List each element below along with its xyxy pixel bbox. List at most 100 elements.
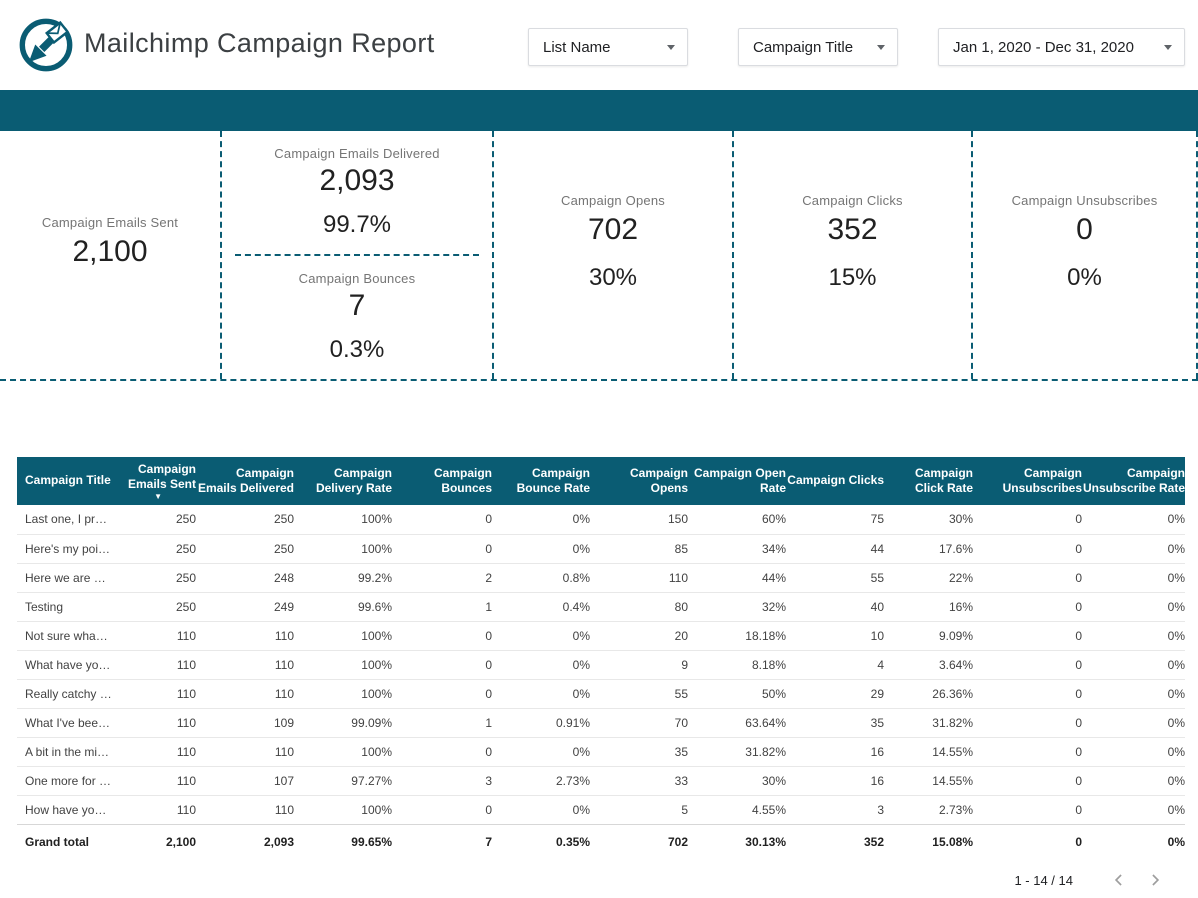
unsubscribe-rate-cell: 0% — [1082, 766, 1185, 796]
clicks-cell: 16 — [786, 766, 884, 796]
emails-delivered-cell: 250 — [196, 534, 294, 564]
campaign-title-filter-dropdown[interactable]: Campaign Title — [738, 28, 898, 66]
column-header-bounce-rate[interactable]: Campaign Bounce Rate — [492, 457, 590, 505]
scorecard-emails-sent: Campaign Emails Sent 2,100 — [0, 131, 222, 379]
table-row[interactable]: What I've bee… 110 109 99.09% 1 0.91% 70… — [17, 708, 1185, 738]
delivery-rate-cell: 100% — [294, 737, 392, 767]
delivery-rate-cell: 99.2% — [294, 563, 392, 593]
next-page-button[interactable] — [1143, 868, 1167, 892]
open-rate-cell: 4.55% — [688, 795, 786, 825]
chevron-down-icon — [877, 44, 885, 50]
bounces-cell: 0 — [392, 621, 492, 651]
column-header-clicks[interactable]: Campaign Clicks — [786, 457, 884, 505]
bounce-rate-cell: 0% — [492, 534, 590, 564]
campaign-table-section: Campaign Title Campaign Emails Sent ▼ Cam… — [17, 457, 1185, 898]
scorecard-label: Campaign Bounces — [298, 271, 416, 286]
click-rate-cell: 22% — [884, 563, 973, 593]
unsubscribes-cell: 0 — [973, 621, 1082, 651]
list-name-filter-dropdown[interactable]: List Name — [528, 28, 688, 66]
bounces-cell: 1 — [392, 592, 492, 622]
scorecard-value: 352 — [827, 212, 878, 246]
emails-delivered-cell: 110 — [196, 621, 294, 651]
column-header-emails-delivered[interactable]: Campaign Emails Delivered — [196, 457, 294, 505]
clicks-cell: 75 — [786, 505, 884, 535]
chevron-left-icon — [1114, 874, 1122, 886]
table-row[interactable]: Here's my poi… 250 250 100% 0 0% 85 34% … — [17, 534, 1185, 564]
unsubscribe-rate-cell: 0% — [1082, 708, 1185, 738]
table-row[interactable]: How have yo… 110 110 100% 0 0% 5 4.55% 3… — [17, 795, 1185, 825]
click-rate-cell: 14.55% — [884, 766, 973, 796]
bounces-cell: 0 — [392, 534, 492, 564]
unsubscribes-cell: 0 — [973, 650, 1082, 680]
table-row[interactable]: What have yo… 110 110 100% 0 0% 9 8.18% … — [17, 650, 1185, 680]
bounce-rate-cell: 0% — [492, 679, 590, 709]
app-header: Mailchimp Campaign Report List Name Camp… — [0, 0, 1198, 90]
column-header-open-rate[interactable]: Campaign Open Rate — [688, 457, 786, 505]
campaign-title-cell: Testing — [17, 592, 112, 622]
unsubscribes-cell: 0 — [973, 737, 1082, 767]
bounces-cell: 3 — [392, 766, 492, 796]
table-pagination: 1 - 14 / 14 — [17, 862, 1185, 898]
clicks-cell: 35 — [786, 708, 884, 738]
unsubscribe-rate-cell: 0% — [1082, 534, 1185, 564]
opens-cell: 55 — [590, 679, 688, 709]
column-header-opens[interactable]: Campaign Opens — [590, 457, 688, 505]
table-row[interactable]: Really catchy … 110 110 100% 0 0% 55 50%… — [17, 679, 1185, 709]
campaign-title-cell: How have yo… — [17, 795, 112, 825]
emails-sent-cell: 250 — [112, 505, 196, 535]
unsubscribes-cell: 0 — [973, 505, 1082, 535]
table-row[interactable]: Last one, I pr… 250 250 100% 0 0% 150 60… — [17, 505, 1185, 535]
open-rate-cell: 8.18% — [688, 650, 786, 680]
scorecard-rate: 0% — [1067, 263, 1102, 291]
column-header-campaign-title[interactable]: Campaign Title — [17, 457, 112, 505]
unsubscribes-cell: 0 — [973, 708, 1082, 738]
table-row[interactable]: One more for … 110 107 97.27% 3 2.73% 33… — [17, 766, 1185, 796]
scorecard-emails-delivered: Campaign Emails Delivered 2,093 99.7% — [222, 131, 492, 254]
click-rate-cell: 17.6% — [884, 534, 973, 564]
opens-cell: 150 — [590, 505, 688, 535]
opens-cell: 70 — [590, 708, 688, 738]
page-title: Mailchimp Campaign Report — [84, 28, 435, 58]
column-header-unsubscribes[interactable]: Campaign Unsubscribes — [973, 457, 1082, 505]
scorecard-label: Campaign Opens — [561, 192, 665, 208]
table-row[interactable]: Here we are a… 250 248 99.2% 2 0.8% 110 … — [17, 563, 1185, 593]
scorecard-rate: 0.3% — [329, 336, 385, 363]
clicks-cell: 44 — [786, 534, 884, 564]
emails-delivered-cell: 110 — [196, 679, 294, 709]
chevron-down-icon — [667, 44, 675, 50]
campaign-title-cell: Here's my poi… — [17, 534, 112, 564]
emails-delivered-cell: 110 — [196, 737, 294, 767]
opens-cell: 80 — [590, 592, 688, 622]
table-row[interactable]: A bit in the mi… 110 110 100% 0 0% 35 31… — [17, 737, 1185, 767]
unsubscribes-cell: 0 — [973, 592, 1082, 622]
table-row[interactable]: Not sure wha… 110 110 100% 0 0% 20 18.18… — [17, 621, 1185, 651]
emails-delivered-cell: 249 — [196, 592, 294, 622]
table-row[interactable]: Testing 250 249 99.6% 1 0.4% 80 32% 40 1… — [17, 592, 1185, 622]
column-header-unsubscribe-rate[interactable]: Campaign Unsubscribe Rate — [1082, 457, 1185, 505]
column-header-bounces[interactable]: Campaign Bounces — [392, 457, 492, 505]
column-header-emails-sent[interactable]: Campaign Emails Sent ▼ — [112, 457, 196, 505]
emails-sent-cell: 110 — [112, 737, 196, 767]
emails-delivered-cell: 110 — [196, 650, 294, 680]
unsubscribe-rate-cell: 0% — [1082, 679, 1185, 709]
emails-delivered-cell: 250 — [196, 505, 294, 535]
emails-delivered-cell: 107 — [196, 766, 294, 796]
delivery-rate-cell: 100% — [294, 679, 392, 709]
campaign-title-filter-label: Campaign Title — [753, 38, 854, 56]
unsubscribes-cell: 0 — [973, 795, 1082, 825]
scorecard-section: Campaign Emails Sent 2,100 Campaign Emai… — [0, 131, 1198, 381]
scorecard-value: 0 — [1076, 212, 1093, 246]
previous-page-button[interactable] — [1107, 868, 1131, 892]
scorecard-bounces: Campaign Bounces 7 0.3% — [222, 256, 492, 379]
unsubscribe-rate-cell: 0% — [1082, 650, 1185, 680]
column-header-delivery-rate[interactable]: Campaign Delivery Rate — [294, 457, 392, 505]
delivery-rate-cell: 99.6% — [294, 592, 392, 622]
mailchimp-report-logo — [18, 17, 74, 73]
bounces-cell: 0 — [392, 795, 492, 825]
date-range-filter-dropdown[interactable]: Jan 1, 2020 - Dec 31, 2020 — [938, 28, 1185, 66]
chevron-down-icon — [1164, 44, 1172, 50]
emails-delivered-cell: 248 — [196, 563, 294, 593]
scorecard-label: Campaign Unsubscribes — [1011, 192, 1158, 208]
emails-delivered-cell: 110 — [196, 795, 294, 825]
column-header-click-rate[interactable]: Campaign Click Rate — [884, 457, 973, 505]
